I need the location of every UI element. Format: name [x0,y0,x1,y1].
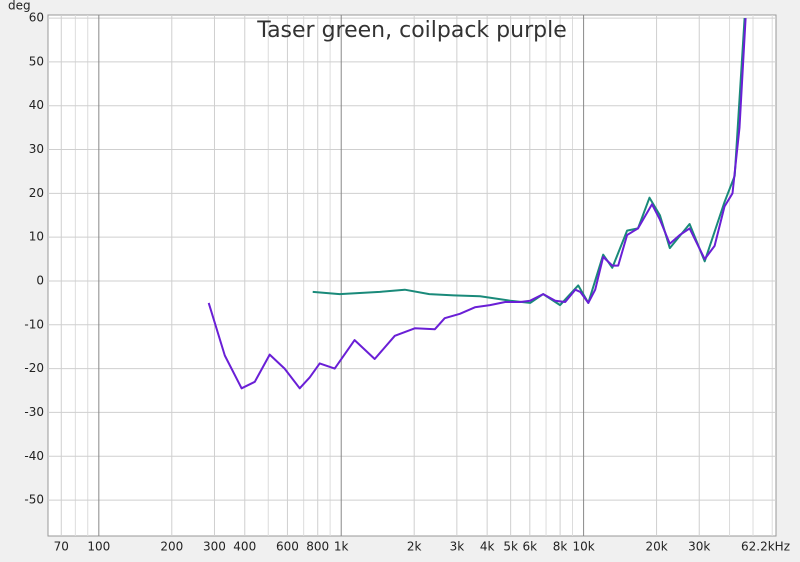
x-tick-label: 8k [553,540,568,554]
x-tick-label: 70 [54,540,69,554]
x-tick-label: 300 [203,540,226,554]
y-tick-label: 30 [29,142,44,156]
x-tick-label: 1k [334,540,349,554]
y-tick-label: -30 [24,405,44,419]
y-tick-label: -40 [24,449,44,463]
x-tick-label: 100 [87,540,110,554]
y-tick-label: 20 [29,186,44,200]
y-tick-label: 60 [29,11,44,25]
series-line [207,18,747,390]
y-tick-label: 10 [29,230,44,244]
chart-title: Taser green, coilpack purple [256,18,566,43]
x-tick-label: 3k [450,540,465,554]
x-tick-label: 400 [233,540,256,554]
y-tick-label: 0 [36,273,44,287]
x-tick-label: 2k [407,540,422,554]
y-tick-label: -50 [24,493,44,507]
plot-area [47,14,777,537]
y-tick-label: 40 [29,98,44,112]
x-tick-label: 5k [503,540,518,554]
x-tick-label: 800 [306,540,329,554]
x-tick-label: 200 [160,540,183,554]
y-tick-label: -10 [24,317,44,331]
y-tick-label: 50 [29,54,44,68]
x-tick-label: 4k [480,540,495,554]
x-tick-label: 600 [276,540,299,554]
x-tick-label: 62.2kHz [741,540,790,554]
x-tick-label: 6k [523,540,538,554]
y-tick-label: -20 [24,361,44,375]
x-tick-label: 20k [645,540,667,554]
x-tick-label: 10k [572,540,594,554]
y-axis-label: deg [8,0,31,13]
x-tick-label: 30k [688,540,710,554]
